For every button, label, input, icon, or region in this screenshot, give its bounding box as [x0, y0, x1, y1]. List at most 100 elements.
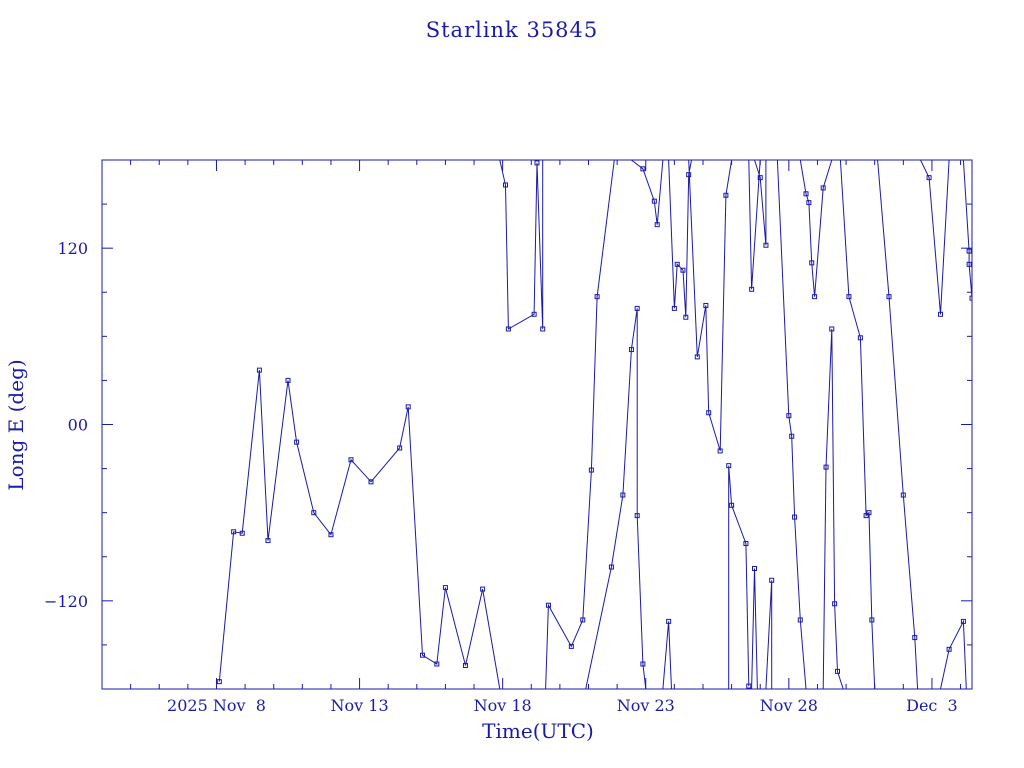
x-tick-label: Nov 13 — [331, 696, 389, 715]
data-point — [231, 529, 237, 535]
data-point — [674, 261, 680, 267]
data-point — [397, 445, 403, 451]
data-point — [749, 286, 755, 292]
data-point — [686, 172, 692, 178]
data-point — [505, 326, 511, 332]
series-line — [218, 160, 972, 689]
data-point — [368, 479, 374, 485]
data-point — [703, 302, 709, 308]
data-point — [545, 602, 551, 608]
x-tick-label: Nov 28 — [760, 696, 818, 715]
data-point — [926, 175, 932, 181]
data-point — [729, 502, 735, 508]
y-tick-label: −120 — [44, 592, 88, 611]
data-point — [628, 347, 634, 353]
data-point — [946, 646, 952, 652]
data-point — [239, 530, 245, 536]
data-point — [462, 662, 468, 668]
data-point — [480, 586, 486, 592]
data-point — [938, 311, 944, 317]
series-layer — [216, 160, 972, 689]
data-point — [294, 439, 300, 445]
data-point — [654, 222, 660, 228]
data-point — [960, 618, 966, 624]
data-point — [966, 248, 972, 254]
data-point — [540, 326, 546, 332]
data-point — [726, 463, 732, 469]
data-point — [869, 617, 875, 623]
data-point — [434, 661, 440, 667]
data-point — [717, 448, 723, 454]
data-point — [723, 192, 729, 198]
data-point — [531, 311, 537, 317]
data-point — [405, 404, 411, 410]
ticks-layer: 2025 Nov 8 Nov 13 Nov 18 Nov 23 Nov 28 Dec 3 −… — [44, 159, 972, 715]
data-point — [311, 510, 317, 516]
data-point — [786, 413, 792, 419]
data-point — [820, 185, 826, 191]
data-point — [666, 618, 672, 624]
data-point — [812, 294, 818, 300]
data-point — [256, 367, 262, 373]
data-point — [900, 492, 906, 498]
data-point — [912, 635, 918, 641]
data-point — [866, 510, 872, 516]
data-point — [763, 242, 769, 248]
data-point — [846, 294, 852, 300]
data-point — [640, 166, 646, 172]
data-point — [442, 585, 448, 591]
data-point — [829, 326, 835, 332]
data-point — [789, 433, 795, 439]
data-point — [966, 261, 972, 267]
x-tick-label: 2025 Nov 8 — [167, 696, 266, 715]
data-point — [809, 260, 815, 266]
data-point — [420, 652, 426, 658]
data-point — [757, 175, 763, 181]
data-point — [694, 354, 700, 360]
data-point — [969, 295, 972, 301]
data-point — [620, 492, 626, 498]
data-point — [285, 377, 291, 383]
data-point — [857, 335, 863, 341]
data-point — [534, 160, 540, 166]
x-tick-label: Dec 3 — [906, 696, 958, 715]
data-point — [823, 464, 829, 470]
data-point — [680, 267, 686, 273]
data-point — [886, 294, 892, 300]
data-point — [671, 305, 677, 311]
data-point — [832, 601, 838, 607]
data-point — [752, 566, 757, 572]
data-point — [608, 564, 614, 570]
data-point — [769, 577, 775, 583]
data-point — [863, 513, 869, 519]
data-point — [806, 200, 812, 206]
data-point — [683, 314, 689, 320]
data-point — [594, 294, 600, 300]
chart-title: Starlink 35845 — [426, 18, 599, 42]
y-tick-label: 00 — [68, 416, 88, 435]
data-point — [580, 617, 586, 623]
data-point — [634, 305, 640, 311]
x-tick-label: Nov 18 — [474, 696, 532, 715]
data-point — [746, 683, 752, 689]
x-axis-label: Time(UTC) — [482, 719, 594, 743]
data-point — [216, 679, 222, 685]
data-point — [834, 668, 840, 674]
data-point — [588, 467, 594, 473]
data-point — [634, 513, 640, 519]
data-point — [503, 182, 509, 188]
plot-frame — [101, 159, 973, 690]
data-point — [651, 198, 657, 204]
data-point — [265, 538, 271, 544]
data-point — [328, 532, 334, 538]
x-tick-label: Nov 23 — [617, 696, 675, 715]
y-tick-label: 120 — [57, 239, 88, 258]
data-point — [743, 541, 749, 547]
data-point — [803, 191, 809, 197]
data-point — [792, 514, 798, 520]
data-point — [640, 661, 646, 667]
data-point — [348, 457, 354, 463]
data-point — [797, 617, 803, 623]
data-point — [706, 410, 712, 416]
